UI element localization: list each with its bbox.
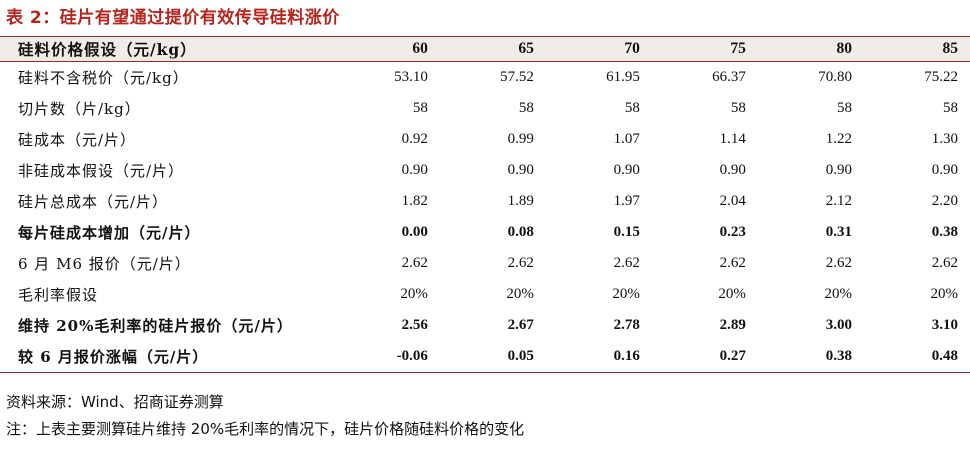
table-cell: 0.27 [719, 348, 746, 364]
table-cell: 20% [400, 286, 428, 302]
table-cell: 2.04 [719, 193, 746, 209]
table-cell: 2.62 [507, 255, 534, 271]
table-cell: 1.97 [613, 193, 640, 209]
table-cell: 2.78 [613, 317, 640, 333]
table-cell: 58 [624, 100, 640, 116]
row-label: 硅片总成本（元/片） [18, 193, 169, 211]
row-label: 维持 20%毛利率的硅片报价（元/片） [18, 317, 293, 335]
row-label: 切片数（片/kg） [18, 100, 141, 118]
table-cell: 20% [718, 286, 746, 302]
table-cell: 58 [518, 100, 534, 116]
row-label: 非硅成本假设（元/片） [18, 162, 185, 180]
table-cell: 66.37 [712, 69, 746, 85]
table-cell: 0.23 [719, 224, 746, 240]
table-cell: 3.00 [825, 317, 852, 333]
table-cell: 0.90 [507, 162, 534, 178]
table-cell: 0.90 [825, 162, 852, 178]
table-cell: 0.90 [401, 162, 428, 178]
table-cell: 0.31 [825, 224, 852, 240]
table-cell: 2.62 [613, 255, 640, 271]
table-row: 维持 20%毛利率的硅片报价（元/片） 2.56 2.67 2.78 2.89 3.00 3… [0, 310, 970, 341]
table-row: 每片硅成本增加（元/片） 0.00 0.08 0.15 0.23 0.31 0.38 [0, 217, 970, 248]
table-cell: 58 [943, 100, 958, 116]
header-cell-80: 80 [836, 40, 852, 57]
table-cell: 1.89 [507, 193, 534, 209]
table-cell: 0.92 [401, 131, 428, 147]
table-cell: 0.90 [719, 162, 746, 178]
table-cell: 0.38 [825, 348, 852, 364]
table-cell: 2.20 [931, 193, 958, 209]
table-cell: 1.82 [401, 193, 428, 209]
table-cell: -0.06 [396, 348, 428, 364]
table-row: 硅片总成本（元/片） 1.82 1.89 1.97 2.04 2.12 2.20 [0, 186, 970, 217]
table-cell: 0.48 [931, 348, 958, 364]
table-cell: 3.10 [931, 317, 958, 333]
table-cell: 0.90 [931, 162, 958, 178]
table-row: 较 6 月报价涨幅（元/片） -0.06 0.05 0.16 0.27 0.38 0.48 [0, 341, 970, 373]
table-cell: 70.80 [818, 69, 852, 85]
table-row: 6 月 M6 报价（元/片） 2.62 2.62 2.62 2.62 2.62 2.62 [0, 248, 970, 279]
table-row: 切片数（片/kg） 58 58 58 58 58 58 [0, 93, 970, 124]
table-row: 非硅成本假设（元/片） 0.90 0.90 0.90 0.90 0.90 0.90 [0, 155, 970, 186]
table-cell: 61.95 [606, 69, 640, 85]
table-cell: 0.99 [507, 131, 534, 147]
source-note: 资料来源：Wind、招商证券测算 [6, 393, 224, 411]
table-cell: 57.52 [500, 69, 534, 85]
row-label: 较 6 月报价涨幅（元/片） [18, 348, 209, 366]
row-label: 6 月 M6 报价（元/片） [18, 255, 191, 273]
table-cell: 0.16 [613, 348, 640, 364]
header-cell-65: 65 [518, 40, 534, 57]
table-cell: 0.15 [613, 224, 640, 240]
table-cell: 1.07 [613, 131, 640, 147]
row-label: 毛利率假设 [18, 286, 99, 304]
row-label: 硅料不含税价（元/kg） [18, 69, 189, 87]
table-cell: 58 [730, 100, 746, 116]
table-cell: 0.00 [401, 224, 428, 240]
table-cell: 2.62 [931, 255, 958, 271]
row-label: 每片硅成本增加（元/片） [18, 224, 201, 242]
table-cell: 20% [506, 286, 534, 302]
table-cell: 1.22 [825, 131, 852, 147]
table-cell: 2.62 [719, 255, 746, 271]
table-row: 硅料不含税价（元/kg） 53.10 57.52 61.95 66.37 70.80 75.… [0, 62, 970, 94]
table-cell: 58 [412, 100, 428, 116]
table-cell: 20% [612, 286, 640, 302]
footnote: 注：上表主要测算硅片维持 20%毛利率的情况下，硅片价格随硅料价格的变化 [6, 420, 525, 438]
table-cell: 2.67 [507, 317, 534, 333]
table-cell: 2.62 [401, 255, 428, 271]
table-cell: 2.12 [825, 193, 852, 209]
table-cell: 2.89 [719, 317, 746, 333]
header-cell-60: 60 [412, 40, 428, 57]
data-table: 硅料价格假设（元/kg） 60 65 70 75 80 85 硅料不含税价（元/… [0, 36, 970, 373]
table-cell: 0.38 [931, 224, 958, 240]
header-cell-75: 75 [730, 40, 746, 57]
row-label: 硅成本（元/片） [18, 131, 137, 149]
table-header-row: 硅料价格假设（元/kg） 60 65 70 75 80 85 [0, 36, 970, 62]
table-row: 硅成本（元/片） 0.92 0.99 1.07 1.14 1.22 1.30 [0, 124, 970, 155]
table-cell: 20% [824, 286, 852, 302]
table-title: 表 2：硅片有望通过提价有效传导硅料涨价 [6, 8, 340, 28]
table-cell: 2.56 [401, 317, 428, 333]
header-cell-85: 85 [942, 40, 959, 57]
table-cell: 1.14 [719, 131, 746, 147]
table-row: 毛利率假设 20% 20% 20% 20% 20% 20% [0, 279, 970, 310]
header-cell-label: 硅料价格假设（元/kg） [18, 40, 197, 59]
table-cell: 0.08 [507, 224, 534, 240]
table-cell: 75.22 [924, 69, 958, 85]
table-cell: 53.10 [394, 69, 428, 85]
table-cell: 58 [836, 100, 852, 116]
table-cell: 20% [930, 286, 959, 302]
table-cell: 0.90 [613, 162, 640, 178]
table-cell: 1.30 [931, 131, 958, 147]
table-cell: 0.05 [507, 348, 534, 364]
table-cell: 2.62 [825, 255, 852, 271]
header-cell-70: 70 [624, 40, 640, 57]
